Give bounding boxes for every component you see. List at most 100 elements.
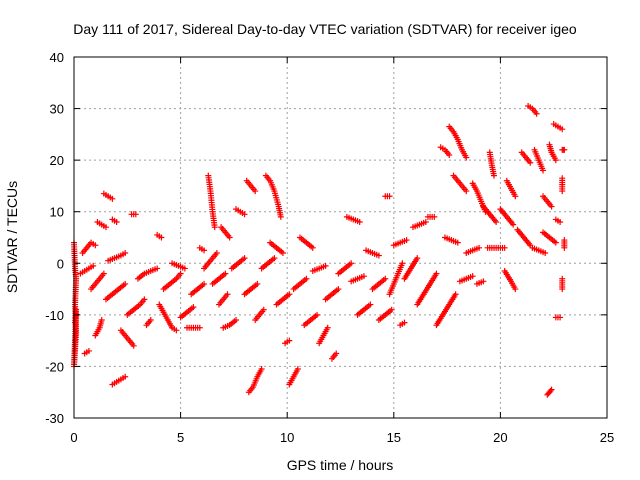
y-tick-label: 10 (50, 205, 64, 220)
data-point (260, 306, 267, 313)
x-tick-label: 0 (70, 430, 77, 445)
data-point (190, 304, 197, 311)
x-tick-label: 10 (280, 430, 294, 445)
y-tick-labels: -30 -20 -10 0 10 20 30 40 (45, 50, 64, 426)
data-point (303, 275, 310, 282)
data-point (258, 366, 265, 373)
data-point (561, 146, 568, 153)
data-point (173, 327, 180, 334)
data-point (512, 286, 519, 293)
data-point (158, 234, 165, 241)
data-point (335, 286, 342, 293)
plot-frame (73, 56, 608, 419)
data-point (322, 262, 329, 269)
y-tick-label: 0 (57, 256, 64, 271)
data-point (211, 224, 218, 231)
data-point (360, 273, 367, 280)
data-point (493, 219, 500, 226)
data-point (463, 154, 470, 161)
data-point (181, 265, 188, 272)
data-point (92, 242, 99, 249)
data-point (501, 244, 508, 251)
data-point (309, 244, 316, 251)
data-point (254, 280, 261, 287)
data-point (314, 311, 321, 318)
data-point (431, 213, 438, 220)
data-point (294, 366, 301, 373)
data-point (557, 314, 564, 321)
data-point (557, 219, 564, 226)
data-point (480, 278, 487, 285)
data-point (201, 247, 208, 254)
data-point (85, 347, 92, 354)
x-tick-labels: 0 5 10 15 20 25 (70, 430, 614, 445)
data-point (452, 291, 459, 298)
x-tick-label: 5 (177, 430, 184, 445)
data-point (222, 270, 229, 277)
data-point (547, 387, 554, 394)
data-point (90, 262, 97, 269)
y-axis-title: SDTVAR / TECUs (4, 181, 20, 293)
data-point (356, 219, 363, 226)
y-tick-label: 40 (50, 50, 64, 65)
data-point (469, 273, 476, 280)
data-point (132, 211, 139, 218)
data-point (401, 319, 408, 326)
data-point (559, 286, 566, 293)
data-point (113, 219, 120, 226)
data-point (559, 126, 566, 133)
data-point (433, 270, 440, 277)
data-point (279, 249, 286, 256)
data-point (403, 237, 410, 244)
grid-lines (74, 57, 607, 418)
data-point (559, 188, 566, 195)
data-point (414, 255, 421, 262)
data-point (388, 306, 395, 313)
data-point (324, 324, 331, 331)
data-point (548, 386, 555, 393)
data-point (102, 224, 109, 231)
chart-title: Day 111 of 2017, Sidereal Day-to-day VTE… (73, 21, 577, 37)
data-point (286, 291, 293, 298)
data-point (226, 234, 233, 241)
data-point (109, 195, 116, 202)
data-point (446, 151, 453, 158)
data-points (71, 102, 568, 398)
data-point (399, 260, 406, 267)
data-point (422, 219, 429, 226)
y-tick-label: 30 (50, 102, 64, 117)
data-point (512, 193, 519, 200)
data-point (552, 239, 559, 246)
data-point (122, 280, 129, 287)
data-point (542, 249, 549, 256)
x-axis-title: GPS time / hours (287, 457, 394, 473)
data-point (177, 270, 184, 277)
data-point (454, 239, 461, 246)
data-point (154, 265, 161, 272)
data-point (367, 301, 374, 308)
data-point (122, 373, 129, 380)
y-tick-label: 20 (50, 153, 64, 168)
data-point (213, 249, 220, 256)
data-point (540, 167, 547, 174)
data-point (552, 157, 559, 164)
data-point (277, 213, 284, 220)
data-point (130, 342, 137, 349)
data-point (122, 249, 129, 256)
data-point (533, 110, 540, 117)
data-point (72, 319, 79, 326)
data-point (141, 296, 148, 303)
data-point (224, 291, 231, 298)
y-tick-label: -30 (45, 411, 64, 426)
data-point (548, 203, 555, 210)
data-point (527, 159, 534, 166)
x-tick-label: 20 (493, 430, 507, 445)
data-point (147, 317, 154, 324)
data-point (201, 280, 208, 287)
data-point (348, 260, 355, 267)
data-point (98, 317, 105, 324)
data-point (241, 211, 248, 218)
data-point (252, 188, 259, 195)
axis-ticks (73, 56, 608, 419)
